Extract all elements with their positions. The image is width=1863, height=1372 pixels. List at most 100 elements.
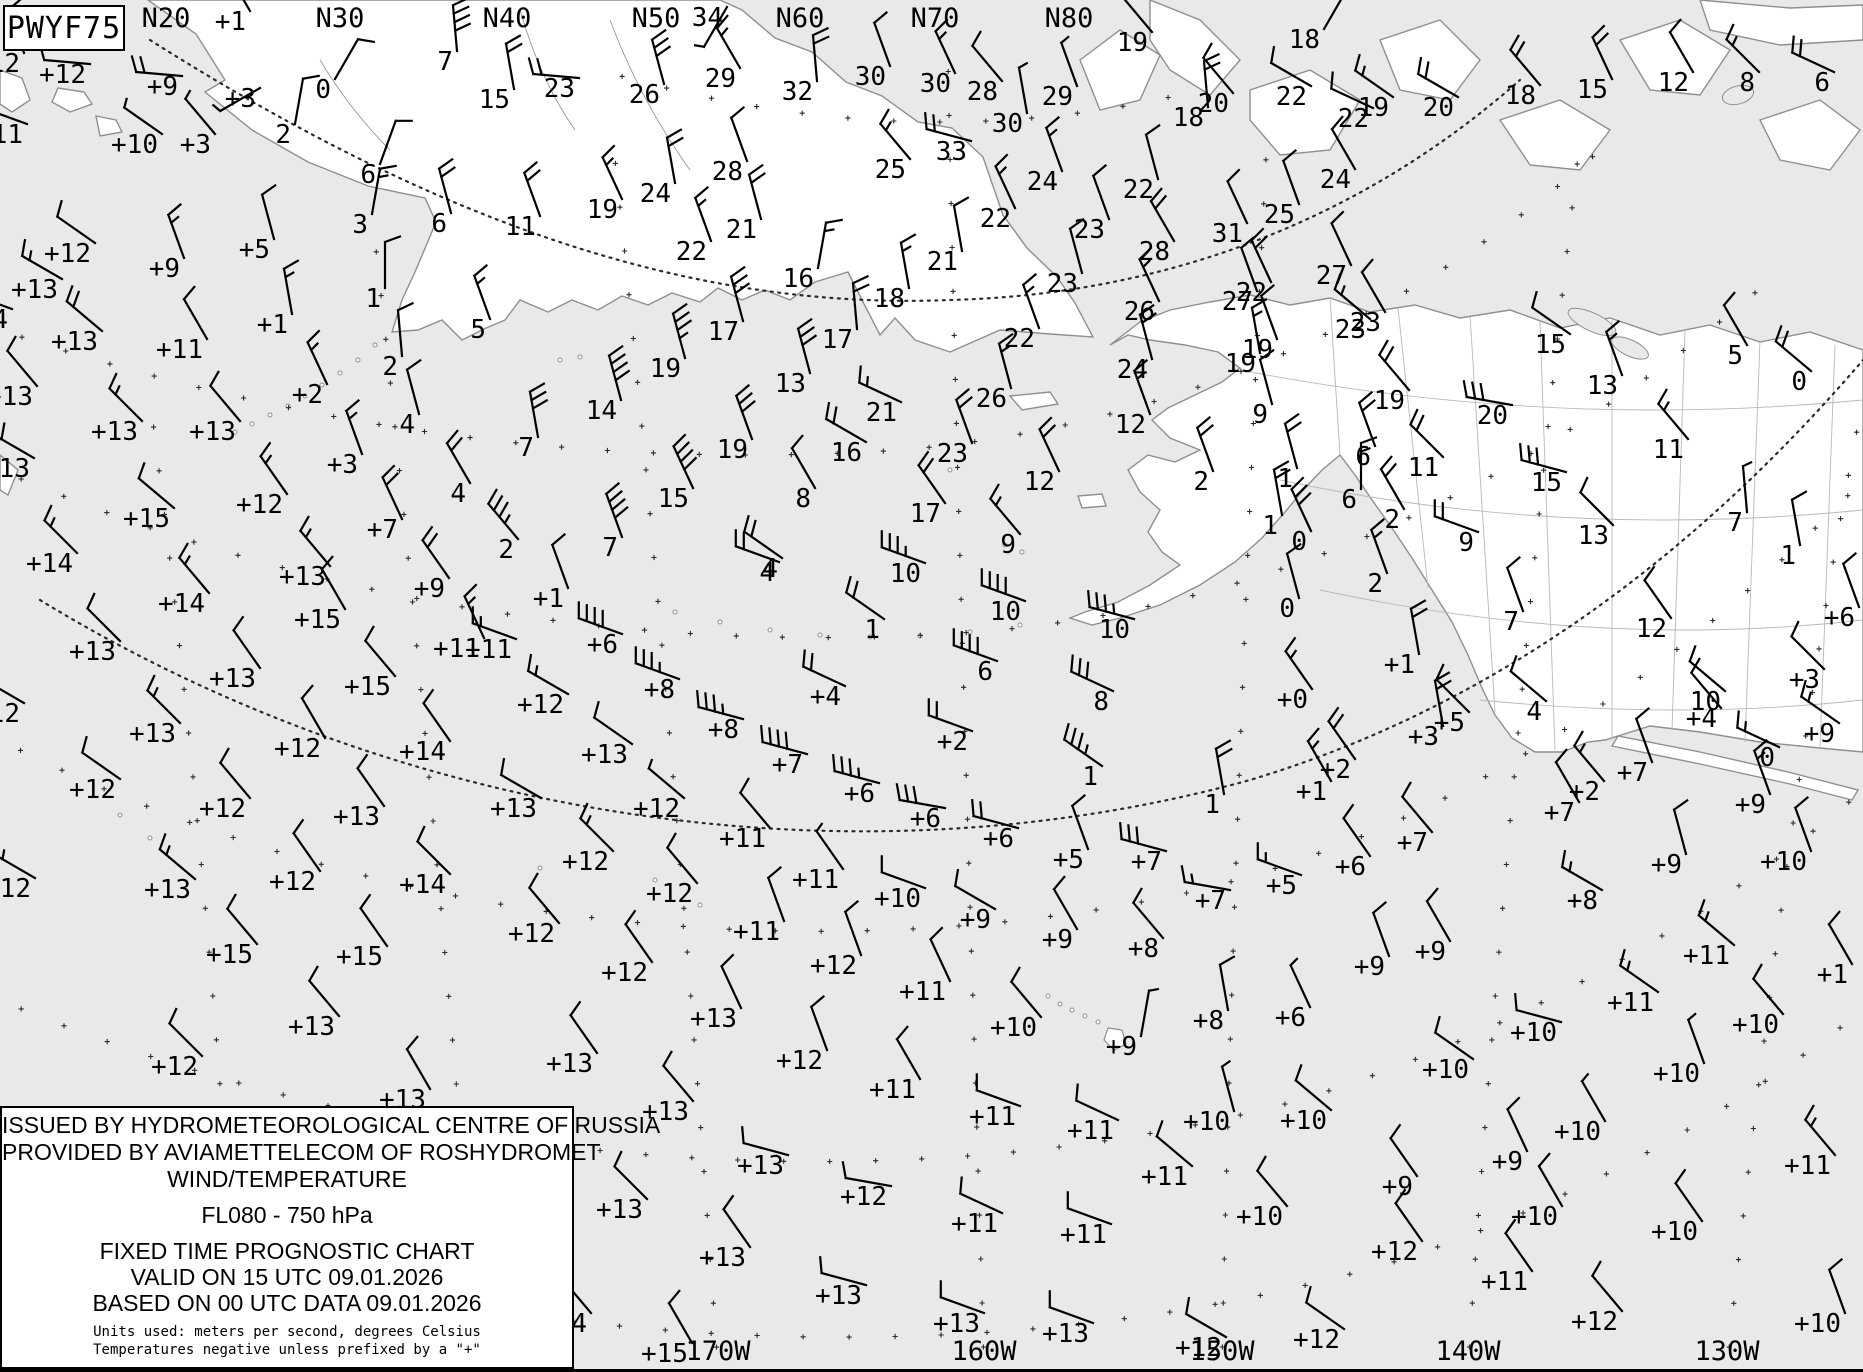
station: 7 [602,481,629,563]
wind-barb-icon [1052,875,1079,931]
station-temperature: +12 [1571,1307,1618,1337]
wind-barb-icon [1618,948,1660,994]
station-temperature: +0 [1277,685,1308,715]
station-temperature: 25 [1264,200,1295,230]
wind-barb-icon [880,855,927,890]
station-temperature: +15 [336,942,383,972]
station-temperature: +12 [44,239,91,269]
station: +14 [26,504,79,579]
islet [697,902,703,908]
wind-barb-icon [1560,849,1604,892]
station: 30 [992,61,1029,139]
station: +9 [1492,1096,1529,1177]
station: 17 [708,265,751,347]
station: +12 [0,687,26,729]
station-temperature: 7 [1727,508,1743,538]
station: 6 [431,157,456,239]
wind-barb-icon [1697,898,1736,947]
wind-barb-icon [665,128,684,185]
wind-barb-icon [634,646,681,681]
wind-barb-icon [1369,517,1389,575]
wind-barb-icon [569,1000,599,1055]
station-temperature: 23 [544,74,575,104]
station: +11 [869,1025,922,1105]
station: 7 [437,0,472,77]
station-temperature: +8 [1193,1006,1224,1036]
station: 21 [857,365,903,428]
station-temperature: +12 [840,1182,887,1212]
station-temperature: 18 [874,284,905,314]
admin-border [1469,314,1496,713]
wind-barb-icon [1751,963,1785,1016]
wind-barb-icon [988,483,1022,536]
station-temperature: 11 [505,212,536,242]
station: 0 [1290,476,1313,557]
station-temperature: +10 [1511,1202,1558,1232]
station: +12 [44,199,97,269]
station: 16 [783,218,843,294]
station: 19 [587,144,624,225]
wind-barb-icon [939,1280,986,1315]
islet [672,609,678,615]
station-temperature: +10 [1236,1202,1283,1232]
station: +13 [288,965,341,1042]
wind-barb-icon [1434,663,1471,714]
station-temperature: +11 [433,634,480,664]
wind-barb-icon [741,1126,790,1157]
station: +13 [815,1256,868,1311]
station-temperature: 5 [1727,341,1743,371]
wind-barb-icon [1409,599,1428,656]
wind-barb-icon [1195,415,1215,473]
wind-barb-icon [952,628,999,663]
station-temperature: 9 [1000,530,1016,560]
station: 6 [1341,436,1378,515]
wind-barb-icon [747,163,766,221]
station: 24 [640,128,684,209]
wind-barb-icon [841,1161,893,1188]
islet [147,835,153,841]
wind-barb-icon [5,335,39,388]
wind-barb-icon [1289,957,1312,1009]
wind-barb-icon [917,450,947,505]
wind-barb-icon [359,893,389,948]
wind-barb-icon [693,5,729,49]
station-temperature: 28 [712,157,743,187]
station: +10 [1653,1012,1706,1089]
station-temperature: 19 [587,195,618,225]
station-temperature: +9 [1492,1147,1523,1177]
station: +8 [634,646,681,705]
station: +9 [414,525,451,604]
station: +13 [11,238,64,305]
station: +15 [336,893,389,972]
wind-barb-icon [720,953,743,1010]
longitude-label: 170W [685,1336,751,1367]
wind-barb-icon [1508,34,1542,87]
station-temperature: 9 [1252,400,1268,430]
station: +9 [1415,887,1452,967]
station: 8 [1069,654,1115,717]
wind-barb-icon [167,1007,204,1058]
station: 8 [790,434,817,514]
wind-barb-icon [370,164,397,216]
station: +13 [144,832,197,905]
station-temperature: +15 [344,672,391,702]
wind-barb-icon [437,157,456,215]
station-temperature: +8 [644,675,675,705]
station: 19 [717,383,756,465]
admin-border [1397,307,1429,589]
wind-barb-icon [1149,187,1176,243]
station: 1 [1277,412,1302,494]
station-temperature: 0 [1791,367,1807,397]
wind-barb-icon [1294,1063,1333,1112]
wind-barb-icon [1505,555,1525,613]
station: +13 [737,1126,790,1181]
station-temperature: 30 [920,69,951,99]
station-temperature: 16 [831,438,862,468]
wind-barb-icon [1132,358,1152,416]
station: 13 [1578,476,1615,551]
station: 17 [822,274,870,355]
land-okhotsk-island-2 [51,87,94,113]
wind-barb-icon [819,1256,868,1287]
station: +11 [156,285,209,365]
